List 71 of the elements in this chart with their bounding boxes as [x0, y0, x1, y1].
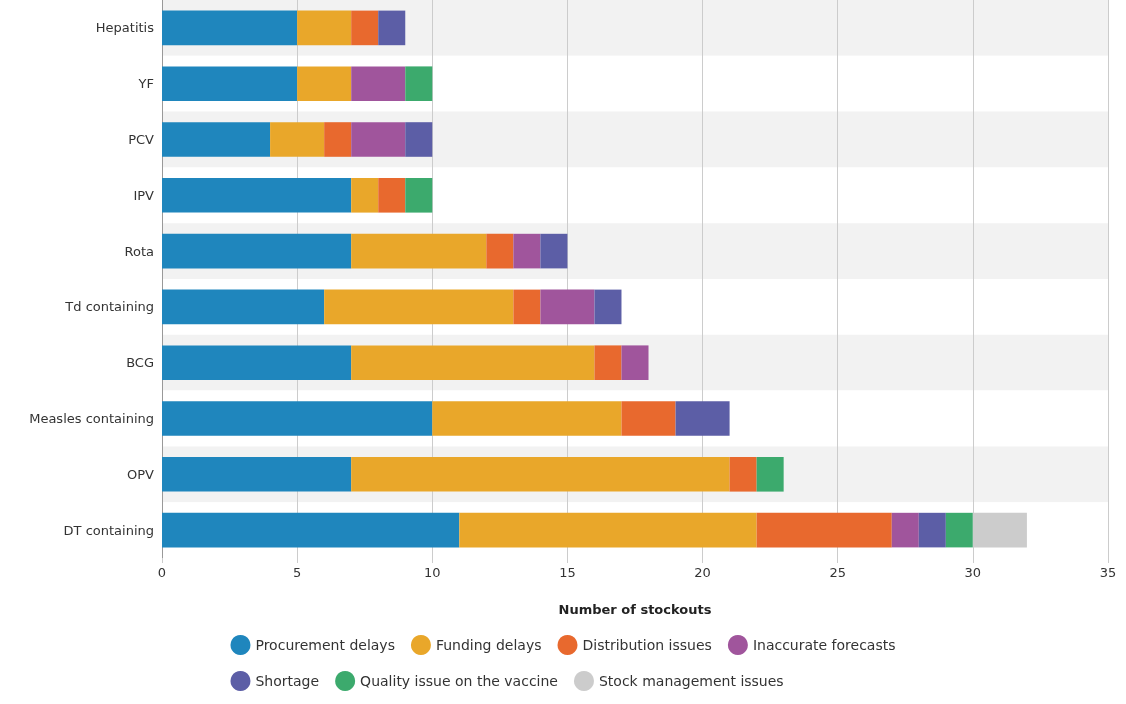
bar: [162, 457, 352, 492]
bar: [162, 122, 271, 157]
bar: [162, 512, 460, 548]
bar: [351, 122, 406, 157]
y-tick-label: Hepatitis: [95, 20, 155, 36]
bar: [351, 345, 595, 380]
bar: [378, 178, 406, 213]
bar: [162, 10, 298, 46]
y-tick-label: BCG: [126, 355, 154, 371]
legend-label: Procurement delays: [255, 637, 395, 653]
x-tick-label: 20: [694, 565, 711, 580]
x-tick-label: 5: [293, 565, 302, 580]
bar: [324, 122, 352, 157]
bar: [405, 122, 433, 157]
y-tick-label: YF: [137, 76, 154, 92]
y-tick-label: Td containing: [64, 299, 154, 315]
bar: [162, 289, 325, 325]
legend-label: Quality issue on the vaccine: [360, 673, 558, 689]
x-tick-label: 30: [964, 565, 982, 580]
y-tick-label: IPV: [133, 187, 155, 203]
bar: [351, 233, 487, 269]
x-tick-label: 35: [1099, 565, 1117, 580]
bar: [162, 66, 298, 101]
y-tick-label: OPV: [127, 466, 155, 482]
bar: [351, 10, 379, 46]
bar: [756, 457, 784, 492]
bar: [621, 345, 649, 380]
bar: [351, 178, 379, 213]
bar: [675, 401, 730, 436]
bar: [459, 512, 757, 548]
y-tick-label: DT containing: [63, 522, 154, 538]
bar: [945, 512, 973, 548]
legend-label: Shortage: [255, 673, 320, 689]
x-tick-label: 10: [424, 565, 441, 580]
bar: [162, 233, 352, 269]
bar: [405, 66, 433, 101]
bar: [891, 512, 919, 548]
legend-label: Distribution issues: [582, 637, 712, 653]
y-tick-label: Rota: [124, 243, 154, 259]
bar: [594, 289, 622, 325]
bar: [513, 289, 541, 325]
y-tick-label: Measles containing: [29, 411, 154, 426]
bar: [297, 10, 352, 46]
bar: [405, 178, 433, 213]
bar: [351, 66, 406, 101]
bar: [162, 345, 352, 380]
bar: [378, 10, 406, 46]
bar: [351, 457, 730, 492]
bar: [729, 457, 757, 492]
legend-label: Funding delays: [435, 637, 542, 653]
bar: [756, 512, 892, 548]
x-tick-label: 25: [829, 565, 846, 580]
bar: [540, 289, 595, 325]
x-tick-label: 0: [157, 565, 167, 580]
bar: [162, 178, 352, 213]
bar: [486, 233, 514, 269]
bar: [324, 289, 514, 325]
bar: [432, 401, 622, 436]
x-axis-title: Number of stockouts: [558, 602, 712, 617]
legend-label: Stock management issues: [598, 673, 784, 689]
bar: [297, 66, 352, 101]
bar: [270, 122, 325, 157]
bar: [621, 401, 676, 436]
y-tick-label: PCV: [128, 132, 155, 147]
bar: [513, 233, 541, 269]
x-tick-label: 15: [559, 565, 576, 580]
bar: [540, 233, 568, 269]
legend-label: Inaccurate forecasts: [752, 637, 896, 653]
bar: [594, 345, 622, 380]
bar: [918, 512, 946, 548]
bar: [162, 401, 433, 436]
